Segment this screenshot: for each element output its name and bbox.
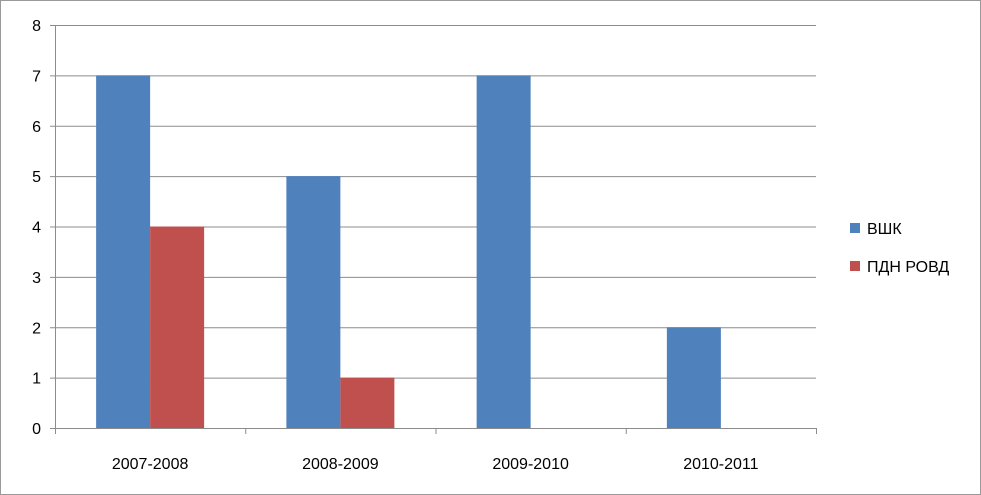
y-axis-ticks: 0 1 2 3 4 5 6 7 8 [32, 18, 41, 438]
y-tick-label: 3 [32, 270, 41, 287]
y-tick-label: 1 [32, 371, 41, 388]
bar-series1-2010-2011 [666, 327, 721, 428]
x-tick-label: 2010-2011 [683, 456, 758, 473]
y-tick-label: 0 [32, 421, 41, 438]
y-tick-label: 5 [32, 169, 41, 186]
y-tick-label: 8 [32, 18, 41, 35]
bar-series1-2008-2009 [286, 176, 341, 428]
y-tick-label: 7 [32, 68, 41, 85]
x-axis-ticks: 2007-2008 2008-2009 2009-2010 2010-2011 [112, 456, 759, 473]
axes [50, 25, 817, 434]
legend: ВШК ПДН РОВД [850, 221, 949, 276]
x-tick-label: 2008-2009 [302, 456, 379, 473]
legend-swatch [850, 223, 860, 233]
legend-label: ПДН РОВД [867, 259, 949, 276]
x-tick-label: 2009-2010 [492, 456, 569, 473]
bar-series1-2007-2008 [96, 75, 151, 428]
bars [96, 75, 721, 428]
y-tick-label: 4 [32, 220, 41, 237]
y-tick-label: 6 [32, 119, 41, 136]
bar-series1-2009-2010 [476, 75, 531, 428]
x-tick-label: 2007-2008 [112, 456, 189, 473]
legend-label: ВШК [867, 221, 902, 238]
bar-series2-2008-2009 [340, 377, 395, 428]
legend-swatch [850, 261, 860, 271]
bar-series2-2007-2008 [150, 226, 205, 428]
y-tick-label: 2 [32, 320, 41, 337]
